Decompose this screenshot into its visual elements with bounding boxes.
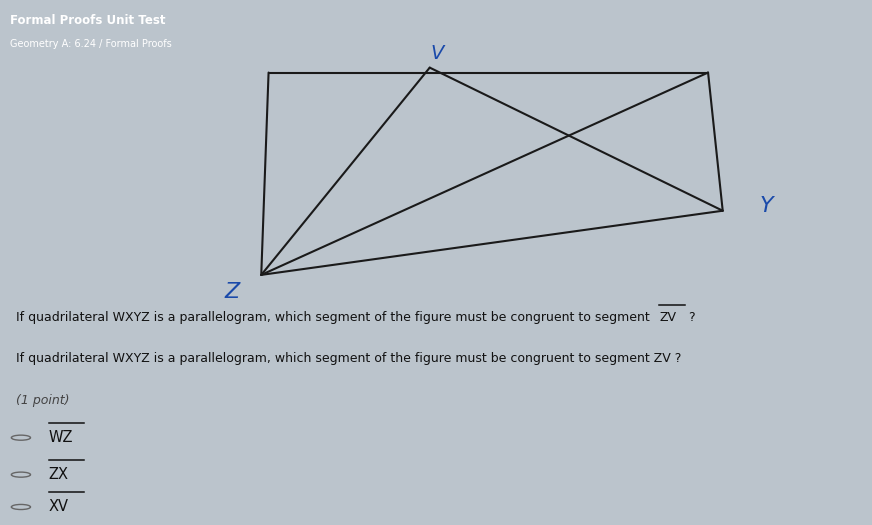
Text: Geometry A: 6.24 / Formal Proofs: Geometry A: 6.24 / Formal Proofs	[10, 39, 172, 49]
Text: XV: XV	[49, 499, 69, 514]
Text: If quadrilateral ​WXYZ is a parallelogram, which segment of the figure must be c: If quadrilateral ​WXYZ is a parallelogra…	[16, 352, 681, 365]
Text: Z: Z	[224, 282, 240, 302]
Text: WZ: WZ	[49, 430, 73, 445]
Text: Y: Y	[760, 196, 773, 216]
Text: ?: ?	[685, 311, 696, 323]
Text: V: V	[431, 44, 444, 62]
Text: ZX: ZX	[49, 467, 69, 482]
Text: ZV: ZV	[659, 311, 676, 323]
Text: (1 point): (1 point)	[16, 394, 69, 407]
Text: Formal Proofs Unit Test: Formal Proofs Unit Test	[10, 14, 166, 27]
Text: If quadrilateral WXYZ is a parallelogram, which segment of the figure must be co: If quadrilateral WXYZ is a parallelogram…	[16, 311, 653, 323]
